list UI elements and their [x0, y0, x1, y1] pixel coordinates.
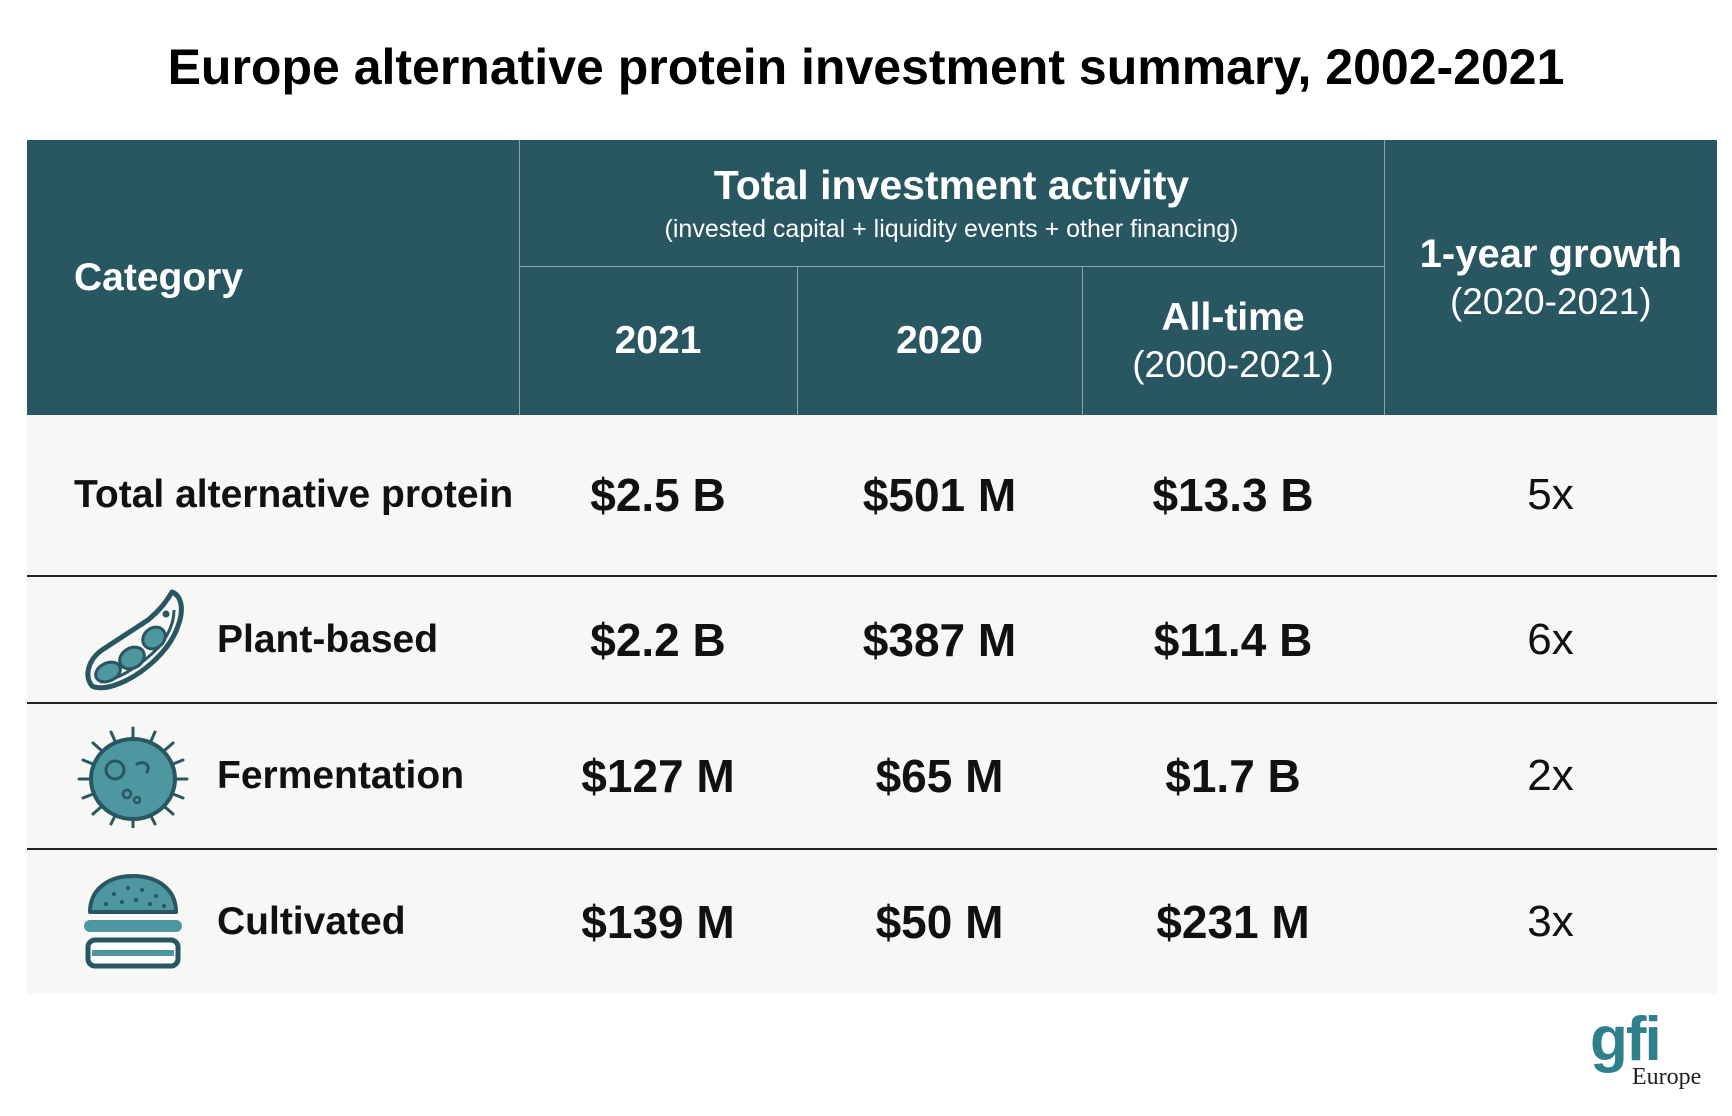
value-2021: $2.2 B — [519, 575, 797, 703]
table-row: Fermentation $127 M $65 M $1.7 B 2x — [27, 702, 1718, 849]
header-alltime-range: (2000-2021) — [1132, 344, 1334, 385]
page-title: Europe alternative protein investment su… — [167, 39, 1565, 95]
value-alltime: $231 M — [1082, 848, 1385, 994]
pea-pod-icon — [71, 585, 195, 695]
table-row: Total alternative protein $2.5 B $501 M … — [27, 415, 1718, 576]
header-2020: 2020 — [796, 266, 1082, 415]
header-total-investment-subtitle: (invested capital + liquidity events + o… — [664, 215, 1239, 243]
table-row: Plant-based $2.2 B $387 M $11.4 B 6x — [27, 575, 1718, 703]
logo-sub: Europe — [1632, 1064, 1702, 1090]
header-growth-range: (2020-2021) — [1449, 281, 1652, 322]
logo-main: gfi — [1590, 1005, 1662, 1074]
value-2021: $139 M — [519, 848, 797, 994]
header-total-investment-title: Total investment activity — [713, 162, 1190, 208]
value-2020: $50 M — [797, 848, 1082, 994]
value-growth: 5x — [1384, 415, 1718, 576]
value-2020: $65 M — [797, 702, 1082, 849]
category-label: Plant-based — [217, 617, 439, 661]
header-total-investment: Total investment activity (invested capi… — [518, 140, 1385, 267]
microbe-icon — [71, 721, 195, 831]
category-label: Fermentation — [217, 754, 465, 797]
burger-icon — [71, 867, 195, 977]
table-row: Cultivated $139 M $50 M $231 M 3x — [27, 848, 1718, 994]
category-cell: Cultivated — [27, 848, 519, 994]
category-cell: Total alternative protein — [27, 415, 519, 576]
category-label: Cultivated — [217, 900, 406, 943]
value-2021: $127 M — [519, 702, 797, 849]
header-alltime: All-time (2000-2021) — [1081, 266, 1385, 415]
value-2020: $387 M — [797, 575, 1082, 703]
gfi-europe-logo: gfi Europe — [1590, 1005, 1710, 1092]
value-alltime: $11.4 B — [1082, 575, 1385, 703]
category-cell: Plant-based — [27, 575, 519, 703]
header-alltime-title: All-time — [1161, 296, 1305, 339]
investment-summary-table: Category Total investment activity (inve… — [27, 140, 1718, 994]
value-growth: 2x — [1384, 702, 1718, 849]
value-growth: 6x — [1384, 575, 1718, 703]
value-alltime: $13.3 B — [1082, 415, 1385, 576]
value-alltime: $1.7 B — [1082, 702, 1385, 849]
category-cell: Fermentation — [27, 702, 519, 849]
header-category: Category — [27, 140, 519, 415]
value-2020: $501 M — [797, 415, 1082, 576]
value-2021: $2.5 B — [519, 415, 797, 576]
header-growth-title: 1-year growth — [1419, 232, 1682, 276]
header-2021: 2021 — [518, 266, 797, 415]
header-growth: 1-year growth (2020-2021) — [1383, 140, 1718, 415]
value-growth: 3x — [1384, 848, 1718, 994]
